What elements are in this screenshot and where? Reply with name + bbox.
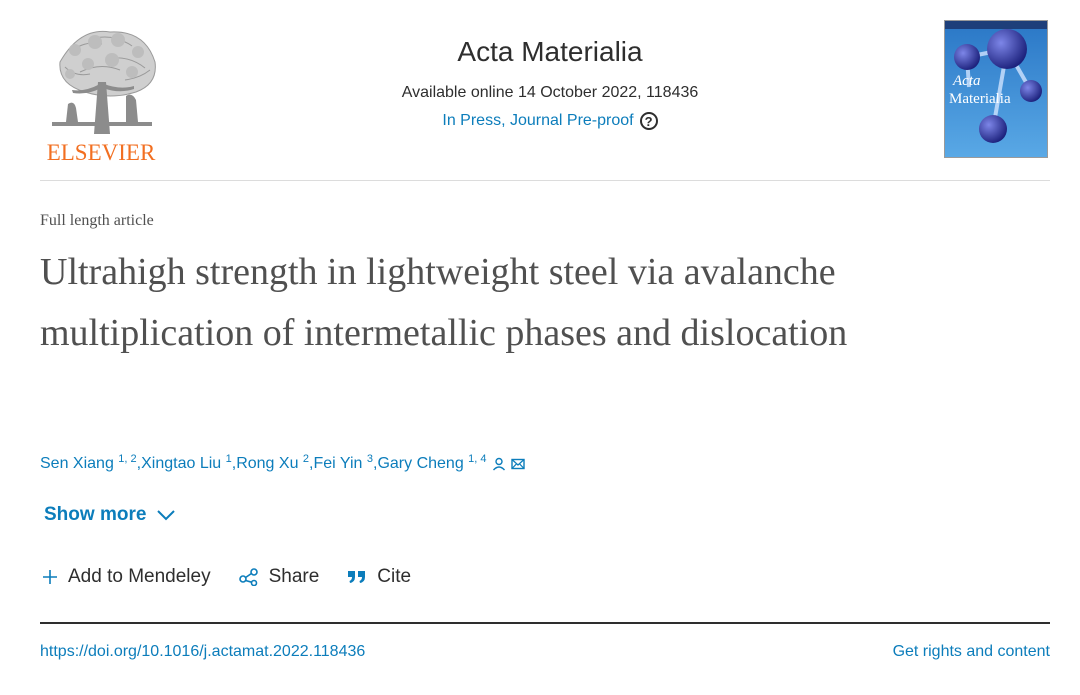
author-separator: , <box>373 455 378 472</box>
author-separator: , <box>231 455 237 472</box>
author-name[interactable]: Gary Cheng <box>377 455 464 472</box>
mendeley-label[interactable]: Add to Mendeley <box>68 566 211 587</box>
add-to-mendeley-button[interactable]: Add to Mendeley <box>42 566 211 588</box>
author-link[interactable]: Xingtao Liu 1 <box>141 453 232 473</box>
journal-title[interactable]: Acta Materialia <box>457 36 643 67</box>
article-type-label: Full length article <box>40 212 154 229</box>
author-separator: , <box>309 455 314 472</box>
cite-button[interactable]: Cite <box>347 566 411 588</box>
cover-image-icon: Acta Materialia <box>945 21 1047 157</box>
cite-label[interactable]: Cite <box>377 566 412 587</box>
author-link[interactable]: Fei Yin 3 <box>313 453 374 473</box>
author-name[interactable]: Sen Xiang <box>40 455 114 472</box>
quote-icon <box>348 571 366 583</box>
help-icon[interactable]: ? <box>639 112 658 130</box>
status-label[interactable]: In Press, Journal Pre-proof <box>442 112 634 129</box>
author-separator: , <box>136 455 142 472</box>
author-affiliation[interactable]: 2 <box>302 453 310 465</box>
cover-title-line2: Materialia <box>949 91 1011 107</box>
availability-text: Available online 14 October 2022, 118436 <box>401 84 699 101</box>
author-affiliation[interactable]: 3 <box>366 453 373 465</box>
show-more-button[interactable]: Show more <box>44 504 176 526</box>
publisher-wordmark: ELSEVIER <box>46 140 156 165</box>
author-name[interactable]: Fei Yin <box>313 455 363 472</box>
article-title: Ultrahigh strength in lightweight steel … <box>40 251 848 354</box>
author-name[interactable]: Xingtao Liu <box>141 455 222 472</box>
person-icon[interactable] <box>492 457 506 471</box>
article-header: ELSEVIER Acta Materialia Available onlin… <box>40 16 1050 181</box>
doi-link[interactable]: https://doi.org/10.1016/j.actamat.2022.1… <box>40 643 366 660</box>
share-button[interactable]: Share <box>238 566 320 588</box>
journal-info: Acta Materialia Available online 14 Octo… <box>290 36 810 130</box>
elsevier-logo[interactable]: ELSEVIER <box>40 22 162 165</box>
journal-cover-thumbnail[interactable]: Acta Materialia <box>944 20 1048 158</box>
article-actions: Add to Mendeley Share Cite <box>42 566 411 588</box>
author-link[interactable]: Rong Xu 2 <box>236 453 310 473</box>
journal-status[interactable]: In Press, Journal Pre-proof ? <box>442 112 658 130</box>
share-icon <box>238 568 258 586</box>
share-label[interactable]: Share <box>268 566 320 587</box>
author-link[interactable]: Sen Xiang 1, 2 <box>40 453 137 473</box>
author-affiliation[interactable]: 1, 2 <box>118 453 137 465</box>
rights-link[interactable]: Get rights and content <box>892 643 1050 660</box>
author-name[interactable]: Rong Xu <box>236 455 299 472</box>
header-divider <box>40 180 1050 181</box>
chevron-down-icon[interactable] <box>156 509 176 521</box>
email-icon[interactable] <box>510 457 525 471</box>
author-affiliation[interactable]: 1, 4 <box>468 453 487 465</box>
author-list: Sen Xiang 1, 2, Xingtao Liu 1, Rong Xu 2… <box>40 453 525 473</box>
plus-icon <box>43 570 57 584</box>
tree-logo-icon <box>40 22 162 140</box>
author-link[interactable]: Gary Cheng 1, 4 <box>377 453 487 473</box>
doi-divider <box>40 622 1050 624</box>
show-more-label[interactable]: Show more <box>44 504 147 525</box>
author-affiliation[interactable]: 1 <box>225 453 232 465</box>
cover-title-line1: Acta <box>952 73 981 89</box>
